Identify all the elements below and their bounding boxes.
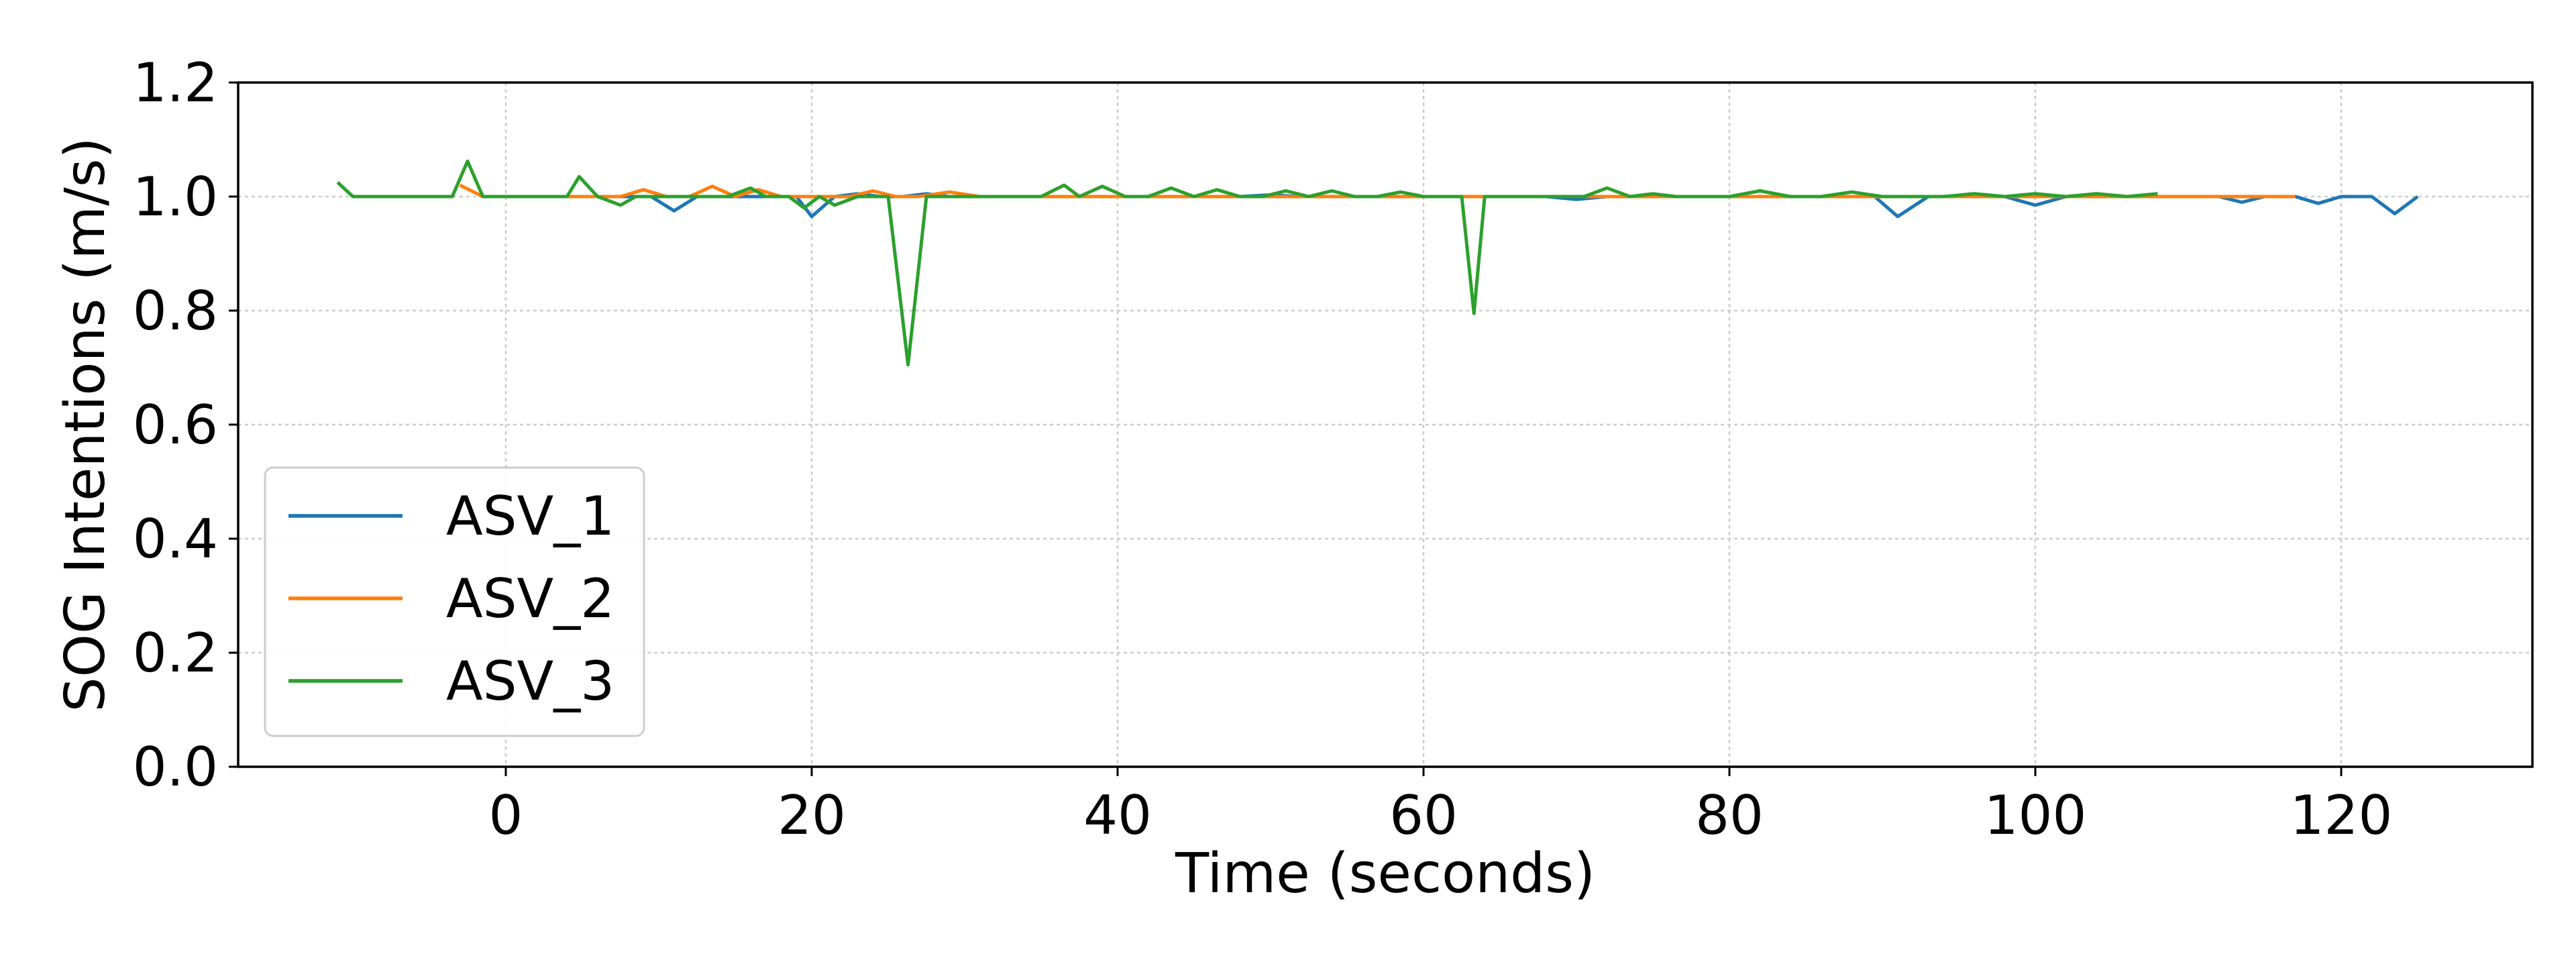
axis-ticks: 0 20 40 60 80 100 120 0.0 0.2 0.4 0.6 0.8 1.0 1.2 [133,52,2393,847]
x-tick-label: 60 [1389,784,1458,847]
y-tick-label: 0.0 [133,736,218,798]
y-tick-label: 0.8 [133,280,218,342]
y-tick-label: 0.2 [133,622,218,684]
x-tick-label: 0 [489,784,523,847]
series-line-asv_3 [336,159,2158,367]
legend-box [264,466,645,737]
y-axis-title: SOG Intentions (m/s) [54,138,117,712]
x-tick-label: 100 [1984,784,2087,847]
y-tick-label: 1.0 [133,166,218,228]
legend: ASV_1 ASV_2 ASV_3 [264,466,645,737]
legend-label-asv_2: ASV_2 [446,568,614,630]
x-tick-label: 20 [777,784,846,847]
y-tick-label: 1.2 [133,52,218,114]
x-tick-label: 120 [2290,784,2393,847]
x-tick-label: 80 [1695,784,1764,847]
series-lines [336,159,2419,367]
y-tick-label: 0.6 [133,394,218,456]
legend-label-asv_3: ASV_3 [446,650,614,712]
x-tick-label: 40 [1083,784,1152,847]
y-tick-label: 0.4 [133,508,218,570]
x-axis-title: Time (seconds) [1175,842,1595,906]
legend-label-asv_1: ASV_1 [446,485,614,547]
